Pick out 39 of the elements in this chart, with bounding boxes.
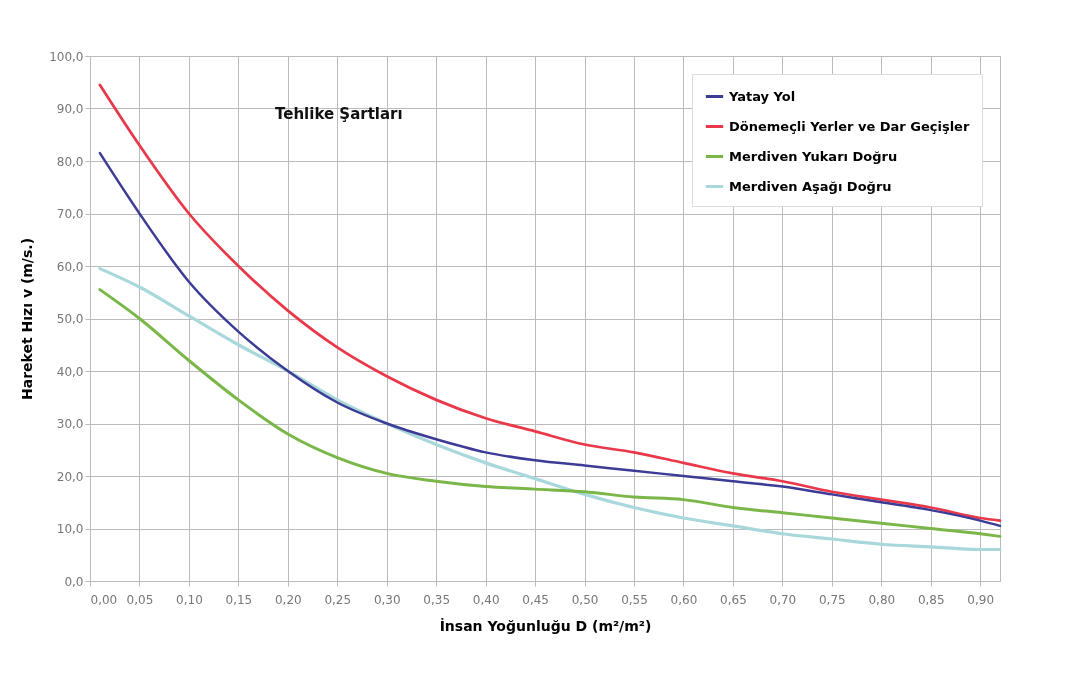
x-axis-title: İnsan Yoğunluğu D (m²/m²) (439, 617, 652, 634)
x-tick-label: 0,45 (522, 592, 549, 607)
x-tick-label: 0,80 (868, 592, 896, 607)
x-tick-label: 0,15 (225, 592, 253, 607)
x-tick-label: 0,55 (621, 592, 648, 607)
y-tick-label: 80,0 (56, 154, 84, 169)
y-tick-label: 0,0 (64, 574, 84, 589)
legend-label: Yatay Yol (728, 88, 796, 104)
x-tick-label: 0,70 (769, 592, 797, 607)
legend-label: Merdiven Yukarı Doğru (729, 148, 898, 164)
x-tick-label: 0,50 (571, 592, 599, 607)
y-tick-label: 10,0 (56, 522, 84, 536)
x-tick-label: 0,20 (274, 592, 302, 607)
y-tick-label: 40,0 (56, 364, 84, 379)
x-tick-label: 0,40 (472, 592, 500, 607)
y-tick-label: 20,0 (56, 469, 84, 484)
y-tick-label: 30,0 (56, 417, 84, 431)
line-series (98, 83, 1002, 522)
y-tick-label: 60,0 (56, 259, 84, 274)
y-tick-label: 90,0 (56, 102, 84, 116)
x-tick-label: 0,90 (967, 592, 995, 607)
legend-label: Dönemeçli Yerler ve Dar Geçişler (729, 118, 970, 134)
y-tick-label: 70,0 (56, 207, 84, 221)
y-tick-label: 50,0 (56, 312, 84, 326)
x-tick-label: 0,05 (126, 592, 154, 607)
y-axis-title: Hareket Hızı v (m/s.) (19, 237, 36, 401)
x-tick-label: 0,10 (176, 592, 203, 607)
x-tick-label: 0,30 (373, 592, 401, 607)
x-tick-label: 0,85 (917, 592, 945, 607)
y-tick-label: 100,0 (49, 49, 84, 64)
x-tick-label: 0,75 (818, 592, 846, 607)
x-tick-label: 0,60 (670, 592, 698, 607)
annotation: Tehlike Şartları (275, 105, 403, 123)
x-tick-label: 0,65 (720, 592, 747, 607)
x-tick-label: 0,35 (423, 592, 451, 607)
line-series (98, 151, 1002, 528)
legend-label: Merdiven Aşağı Doğru (729, 178, 892, 194)
x-tick-label: 0,00 (90, 592, 118, 607)
x-tick-label: 0,25 (324, 592, 352, 607)
